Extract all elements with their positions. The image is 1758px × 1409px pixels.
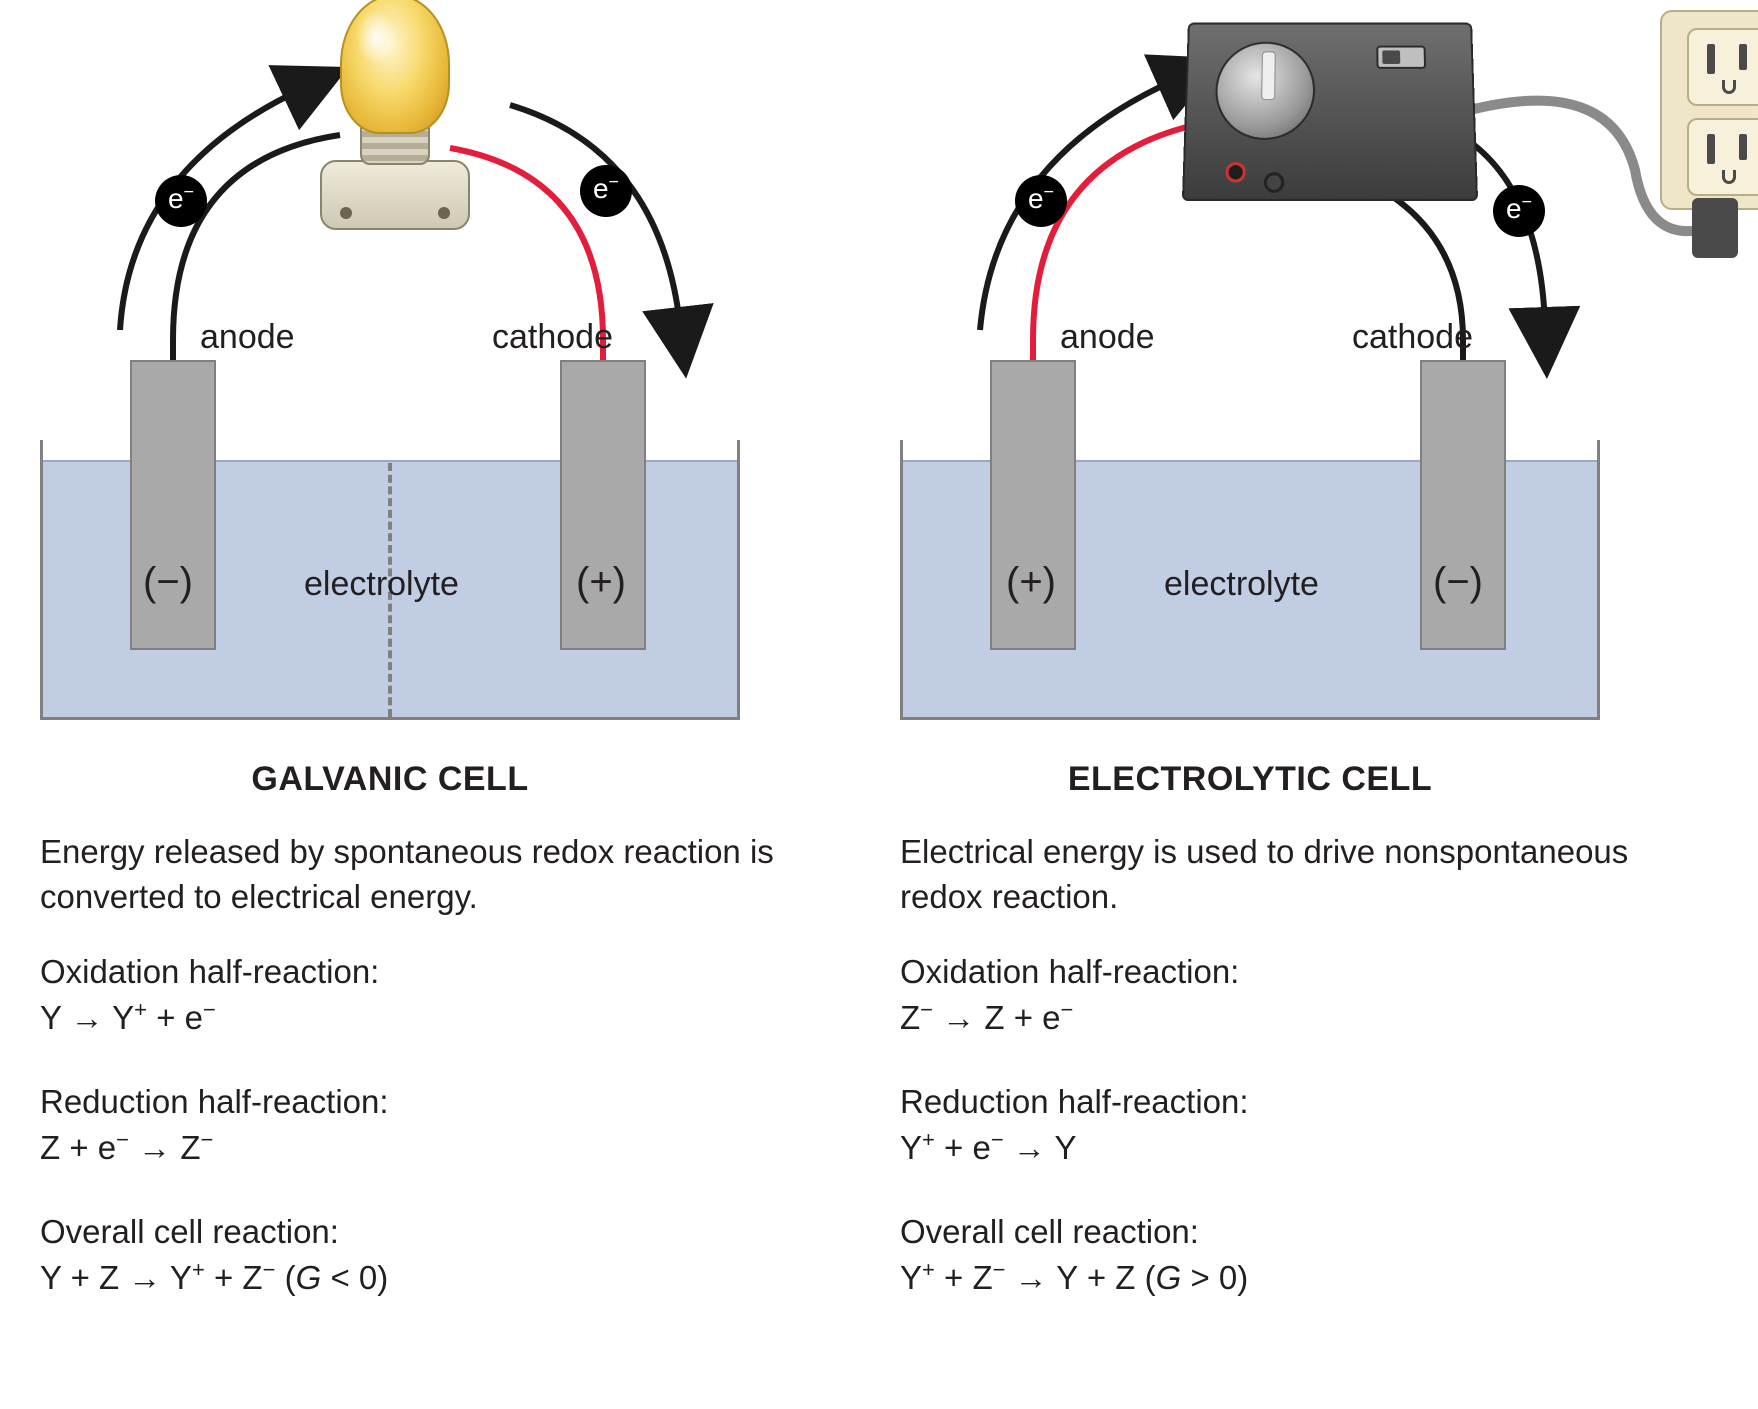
electron-label: e [1506,193,1522,224]
cathode-label: cathode [1352,318,1473,357]
overall-title: Overall cell reaction: [40,1210,388,1255]
overall-eq: Y + Z → Y+ + Z− (G < 0) [40,1255,388,1301]
galvanic-panel: e− e− anode cathode (−) (+) electrolyte … [40,20,800,740]
psu-dial-icon [1214,42,1315,140]
bulb-socket-base [320,160,470,230]
electrolytic-diagram: e− e− anode cathode (+) (−) electrolyte [900,20,1660,740]
oxidation-eq: Y → Y+ + e− [40,995,379,1041]
anode-sign: (−) [143,560,193,605]
cathode-electrode [1420,360,1506,650]
light-bulb-icon [340,0,450,134]
galvanic-overall: Overall cell reaction: Y + Z → Y+ + Z− (… [40,1210,388,1300]
electrolytic-panel: e− e− anode cathode (+) (−) electrolyte [900,20,1660,740]
wall-outlet-icon [1660,10,1758,210]
psu-port-red [1225,162,1246,182]
electron-badge-right: e− [1493,185,1545,237]
reduction-title: Reduction half-reaction: [40,1080,389,1125]
electron-sup: − [1522,192,1533,212]
galvanic-diagram: e− e− anode cathode (−) (+) electrolyte [40,20,800,740]
electrolytic-reduction: Reduction half-reaction: Y+ + e− → Y [900,1080,1249,1170]
reduction-title: Reduction half-reaction: [900,1080,1249,1125]
oxidation-eq: Z− → Z + e− [900,995,1239,1041]
electrolyte-label: electrolyte [1164,565,1319,604]
reduction-eq: Y+ + e− → Y [900,1125,1249,1171]
galvanic-title: GALVANIC CELL [10,760,770,799]
psu-port-black [1264,172,1285,192]
electron-sup: − [184,182,195,202]
electron-label: e [593,173,609,204]
overall-eq: Y+ + Z− → Y + Z (G > 0) [900,1255,1248,1301]
cathode-sign: (+) [576,560,626,605]
power-supply-icon [1182,23,1478,201]
electrolytic-title: ELECTROLYTIC CELL [870,760,1630,799]
oxidation-title: Oxidation half-reaction: [40,950,379,995]
anode-label: anode [1060,318,1155,357]
anode-label: anode [200,318,295,357]
electrolyte-label: electrolyte [304,565,459,604]
electron-label: e [168,183,184,214]
cathode-sign: (−) [1433,560,1483,605]
electron-sup: − [609,172,620,192]
reduction-eq: Z + e− → Z− [40,1125,389,1171]
psu-switch-icon [1376,46,1426,69]
cathode-electrode [560,360,646,650]
oxidation-title: Oxidation half-reaction: [900,950,1239,995]
power-plug-icon [1692,198,1738,258]
anode-electrode [990,360,1076,650]
anode-sign: (+) [1006,560,1056,605]
electrolytic-description: Electrical energy is used to drive nonsp… [900,830,1640,919]
electron-badge-left: e− [155,175,207,227]
electron-badge-left: e− [1015,175,1067,227]
galvanic-oxidation: Oxidation half-reaction: Y → Y+ + e− [40,950,379,1040]
cathode-label: cathode [492,318,613,357]
galvanic-description: Energy released by spontaneous redox rea… [40,830,780,919]
electrolytic-oxidation: Oxidation half-reaction: Z− → Z + e− [900,950,1239,1040]
electrolytic-overall: Overall cell reaction: Y+ + Z− → Y + Z (… [900,1210,1248,1300]
electron-label: e [1028,183,1044,214]
electron-badge-right: e− [580,165,632,217]
overall-title: Overall cell reaction: [900,1210,1248,1255]
galvanic-reduction: Reduction half-reaction: Z + e− → Z− [40,1080,389,1170]
anode-electrode [130,360,216,650]
electron-sup: − [1044,182,1055,202]
